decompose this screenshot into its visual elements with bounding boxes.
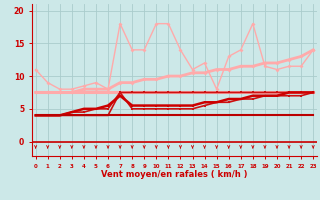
X-axis label: Vent moyen/en rafales ( km/h ): Vent moyen/en rafales ( km/h ) [101, 170, 248, 179]
